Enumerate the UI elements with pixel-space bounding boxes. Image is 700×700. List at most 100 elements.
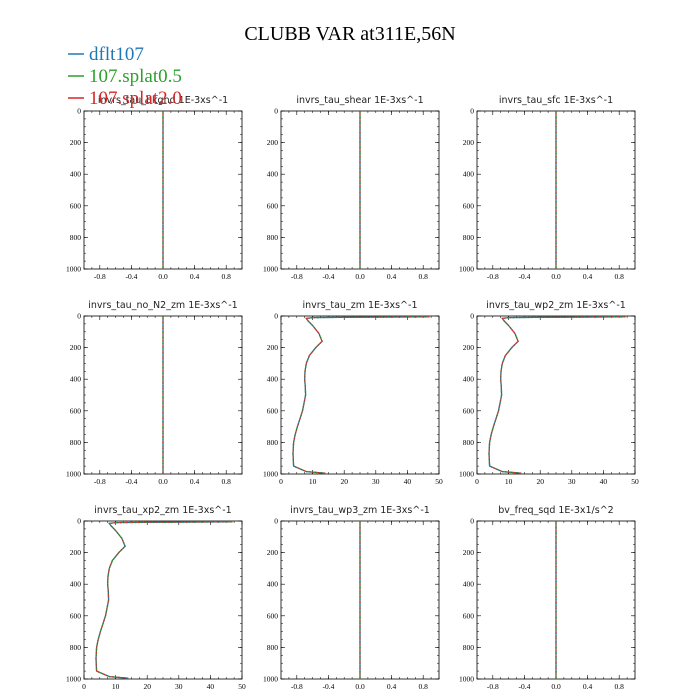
panel-title: invrs_tau_wp2_zm 1E-3xs^-1 (486, 300, 626, 311)
y-tick-label: 800 (70, 643, 82, 652)
y-tick-label: 400 (463, 580, 475, 589)
x-tick-label: 0.0 (158, 477, 168, 486)
y-tick-label: 800 (267, 233, 279, 242)
series-line-dflt107 (95, 521, 233, 679)
panel-4: invrs_tau_no_N2_zm 1E-3xs^-1 0 200 400 600 80… (66, 300, 243, 486)
y-tick-label: 800 (463, 438, 475, 447)
x-tick-label: 30 (175, 682, 183, 691)
x-tick-label: -0.4 (125, 477, 137, 486)
x-tick-label: -0.8 (487, 272, 499, 281)
series-line-107.splat0.5 (95, 521, 233, 679)
x-tick-label: 0.4 (583, 682, 593, 691)
y-tick-label: 200 (70, 138, 82, 147)
x-tick-label: 40 (207, 682, 215, 691)
y-tick-label: 0 (77, 517, 81, 526)
panel-1: invrs_tau_bkgnd 1E-3xs^-1 0 200 400 600 800 10… (66, 95, 243, 281)
y-tick-label: 0 (274, 312, 278, 321)
x-tick-label: 30 (568, 477, 576, 486)
y-tick-label: 400 (267, 375, 279, 384)
y-tick-label: 600 (463, 201, 475, 210)
panel-title: invrs_tau_xp2_zm 1E-3xs^-1 (94, 505, 231, 516)
x-tick-label: 0.4 (190, 477, 200, 486)
y-tick-label: 400 (267, 580, 279, 589)
series-line-107.splat2.0 (292, 316, 430, 474)
x-tick-label: 0.8 (222, 477, 232, 486)
plot-frame (280, 315, 440, 475)
y-tick-label: 200 (463, 548, 475, 557)
x-tick-label: 40 (600, 477, 608, 486)
series-line-dflt107 (488, 316, 626, 474)
series-line-dflt107 (292, 316, 430, 474)
legend-label: 107.splat2.0 (89, 88, 182, 109)
x-tick-label: 0.0 (355, 682, 365, 691)
figure-title: CLUBB VAR at311E,56N (244, 23, 455, 45)
x-tick-label: -0.8 (487, 682, 499, 691)
y-tick-label: 1000 (459, 675, 474, 684)
plot-frame (476, 315, 636, 475)
x-tick-label: 0 (279, 477, 283, 486)
y-tick-label: 0 (77, 107, 81, 116)
y-tick-label: 600 (70, 611, 82, 620)
legend-label: 107.splat0.5 (89, 66, 182, 87)
x-tick-label: 10 (309, 477, 317, 486)
x-tick-label: 50 (435, 477, 443, 486)
x-tick-label: 40 (404, 477, 412, 486)
y-tick-label: 400 (70, 375, 82, 384)
x-tick-label: -0.4 (322, 682, 334, 691)
y-tick-label: 400 (70, 580, 82, 589)
panel-2: invrs_tau_shear 1E-3xs^-1 0 200 400 600 800 10… (263, 95, 440, 281)
y-tick-label: 800 (463, 643, 475, 652)
y-tick-label: 0 (470, 312, 474, 321)
x-tick-label: -0.8 (94, 477, 106, 486)
panel-8: invrs_tau_wp3_zm 1E-3xs^-1 0 200 400 600 800 1… (263, 505, 440, 691)
x-tick-label: -0.4 (518, 682, 530, 691)
y-tick-label: 600 (70, 201, 82, 210)
x-tick-label: -0.8 (291, 272, 303, 281)
x-tick-label: 0.8 (615, 682, 625, 691)
y-tick-label: 600 (267, 611, 279, 620)
y-tick-label: 200 (463, 343, 475, 352)
x-tick-label: 0.8 (615, 272, 625, 281)
y-tick-label: 800 (267, 438, 279, 447)
y-tick-label: 800 (70, 233, 82, 242)
y-tick-label: 1000 (263, 265, 278, 274)
panel-title: invrs_tau_wp3_zm 1E-3xs^-1 (290, 505, 430, 516)
x-tick-label: 50 (631, 477, 639, 486)
x-tick-label: 20 (340, 477, 348, 486)
plot-frame (83, 520, 243, 680)
x-tick-label: 0 (82, 682, 86, 691)
x-tick-label: 0.4 (190, 272, 200, 281)
x-tick-label: 0 (475, 477, 479, 486)
y-tick-label: 200 (70, 343, 82, 352)
y-tick-label: 800 (463, 233, 475, 242)
series-line-107.splat0.5 (488, 316, 626, 474)
panel-title: invrs_tau_sfc 1E-3xs^-1 (499, 95, 613, 106)
y-tick-label: 400 (267, 170, 279, 179)
series-line-107.splat0.5 (292, 316, 430, 474)
y-tick-label: 800 (70, 438, 82, 447)
panel-3: invrs_tau_sfc 1E-3xs^-1 0 200 400 600 800 1000… (459, 95, 636, 281)
x-tick-label: 10 (112, 682, 120, 691)
y-tick-label: 400 (463, 375, 475, 384)
x-tick-label: 0.0 (551, 272, 561, 281)
panel-title: invrs_tau_shear 1E-3xs^-1 (296, 95, 423, 106)
x-tick-label: 0.4 (387, 682, 397, 691)
y-tick-label: 200 (267, 138, 279, 147)
y-tick-label: 1000 (459, 470, 474, 479)
panel-7: invrs_tau_xp2_zm 1E-3xs^-102004006008001… (66, 505, 246, 691)
y-tick-label: 1000 (459, 265, 474, 274)
y-tick-label: 0 (274, 517, 278, 526)
y-tick-label: 400 (70, 170, 82, 179)
x-tick-label: -0.8 (291, 682, 303, 691)
y-tick-label: 0 (470, 517, 474, 526)
panel-6: invrs_tau_wp2_zm 1E-3xs^-102004006008001… (459, 300, 639, 486)
x-tick-label: 0.0 (355, 272, 365, 281)
x-tick-label: 0.0 (551, 682, 561, 691)
x-tick-label: 0.8 (419, 682, 429, 691)
y-tick-label: 0 (77, 312, 81, 321)
series-line-107.splat2.0 (488, 316, 626, 474)
y-tick-label: 1000 (66, 265, 81, 274)
x-tick-label: -0.4 (518, 272, 530, 281)
